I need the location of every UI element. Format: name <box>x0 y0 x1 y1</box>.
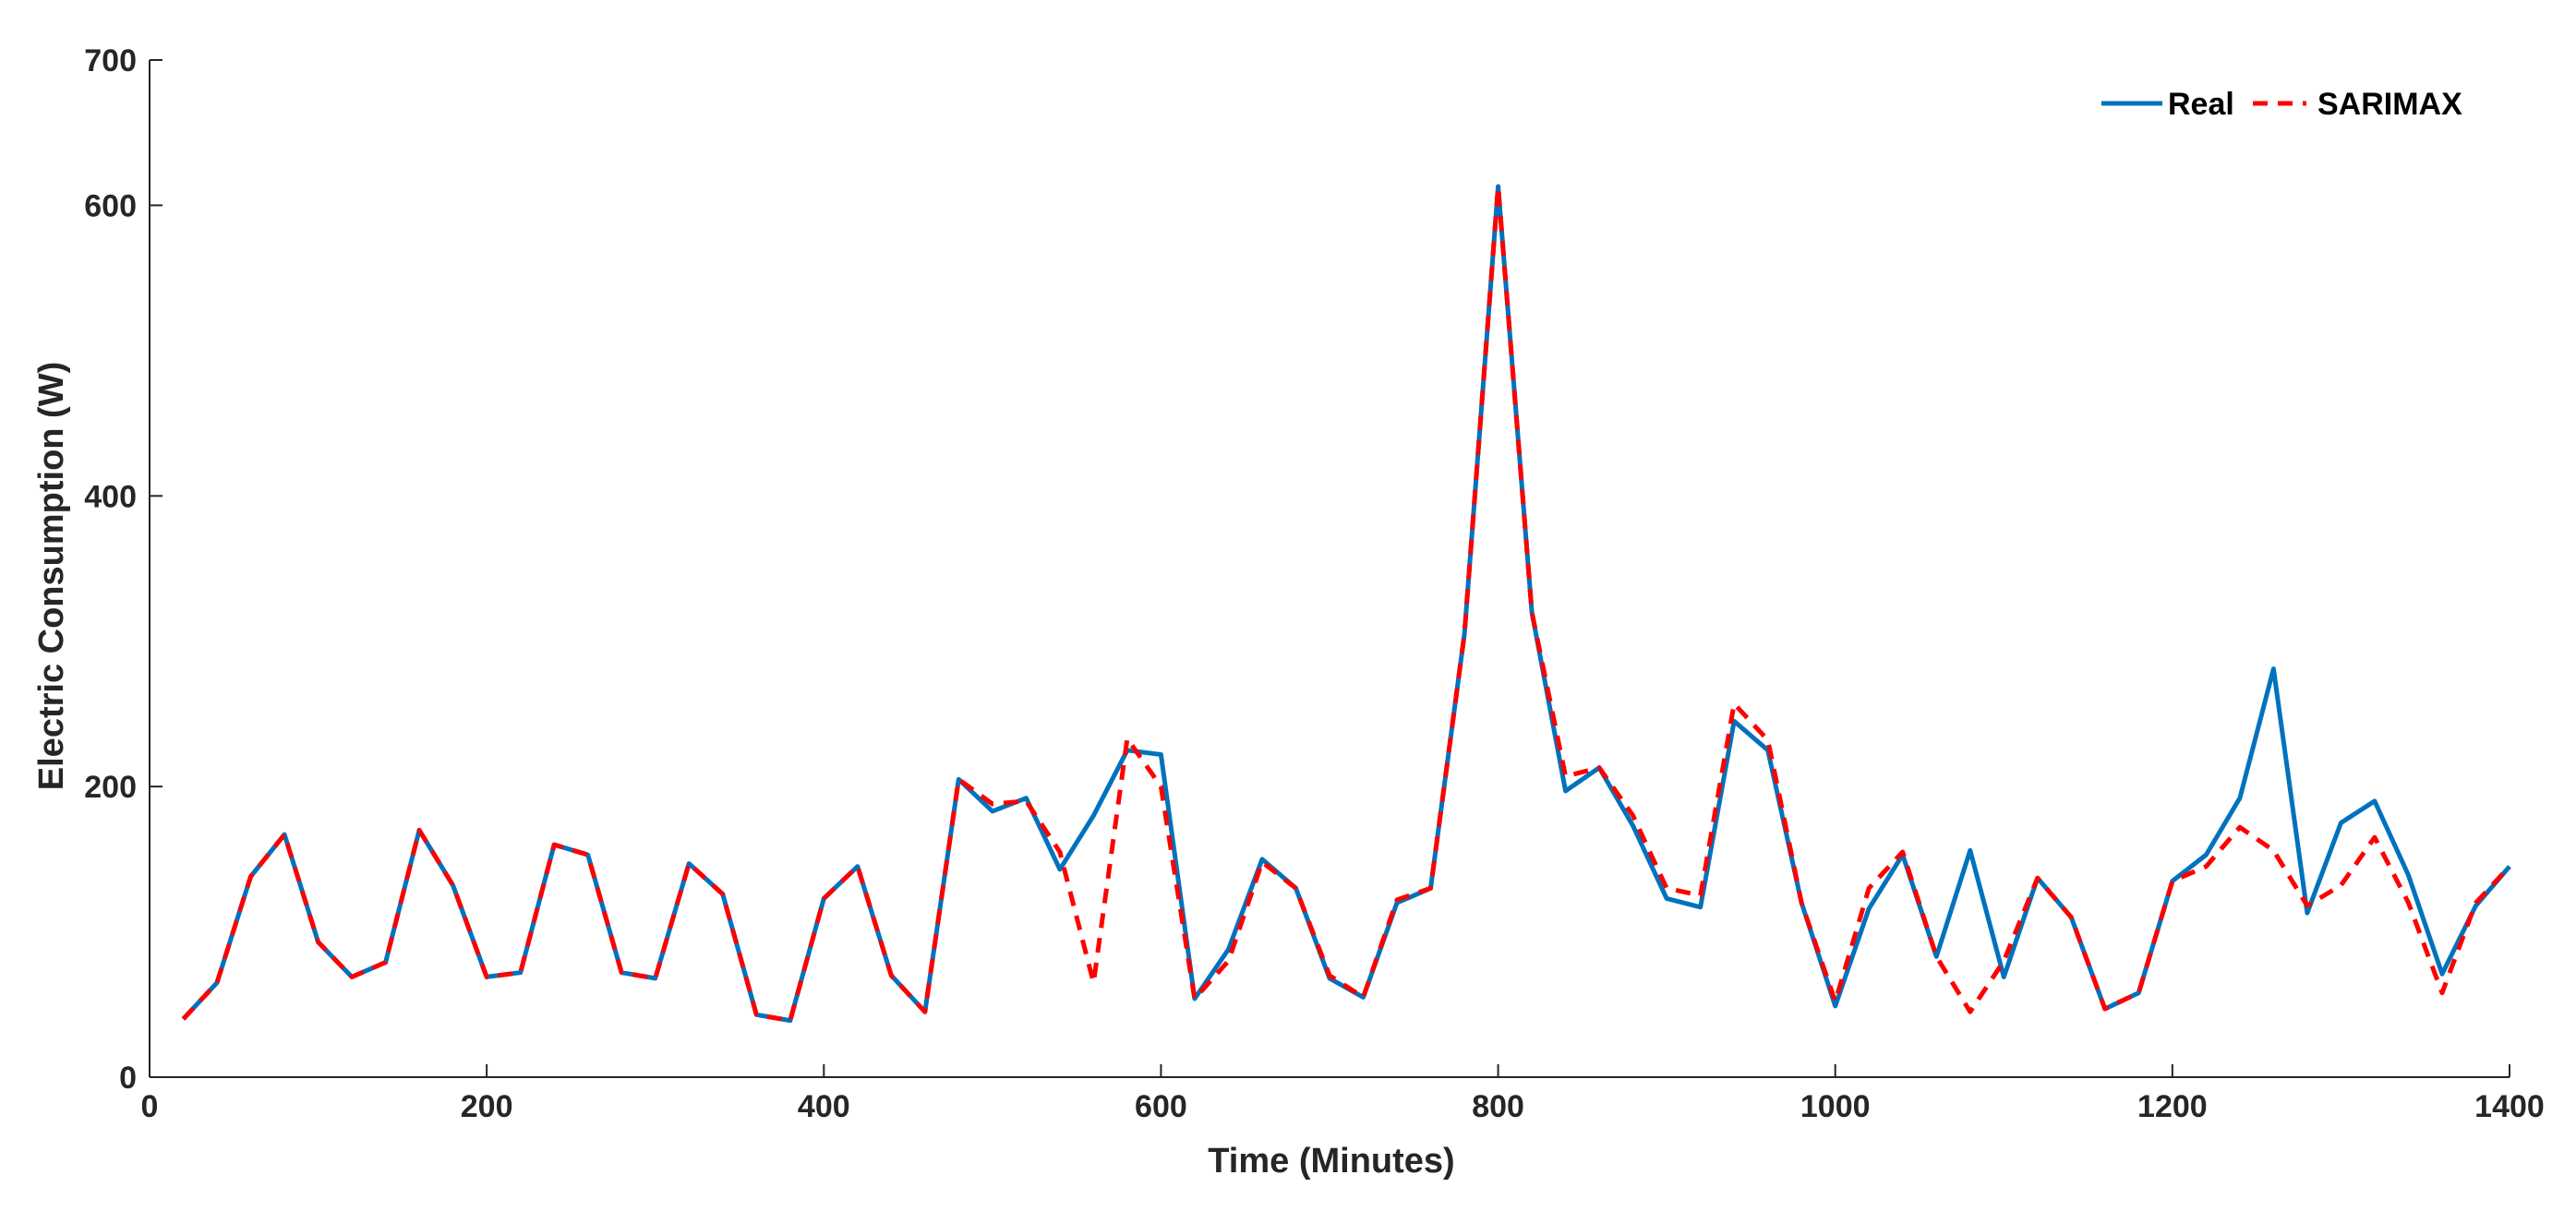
legend-sarimax-label: SARIMAX <box>2317 87 2462 122</box>
x-tick-label: 400 <box>798 1089 850 1124</box>
legend-real-label: Real <box>2168 87 2234 122</box>
y-axis-label: Electric Consumption (W) <box>32 362 71 790</box>
series-line-real <box>181 184 2511 1024</box>
x-tick-label: 1400 <box>2474 1089 2545 1124</box>
x-tick-label: 200 <box>461 1089 513 1124</box>
x-tick-label: 600 <box>1135 1089 1187 1124</box>
y-axis-label-group: Electric Consumption (W) <box>32 362 71 790</box>
y-tick-label: 0 <box>119 1061 137 1096</box>
y-tick-label: 200 <box>84 770 137 805</box>
x-tick-label: 800 <box>1472 1089 1524 1124</box>
legend: Real SARIMAX <box>2101 87 2462 122</box>
x-tick-label: 0 <box>141 1089 159 1124</box>
y-tick-label: 600 <box>84 188 137 223</box>
x-axis-label: Time (Minutes) <box>1208 1142 1454 1181</box>
x-tick-label: 1200 <box>2137 1089 2208 1124</box>
plot-area: 0 200 400 600 800 1000 1200 1400 0 200 400 600 700 <box>84 43 2545 1124</box>
y-tick-label: 400 <box>84 479 137 514</box>
x-tick-label: 1000 <box>1800 1089 1871 1124</box>
y-tick-label: 700 <box>84 43 137 78</box>
series-line-sarimax <box>181 184 2511 1024</box>
